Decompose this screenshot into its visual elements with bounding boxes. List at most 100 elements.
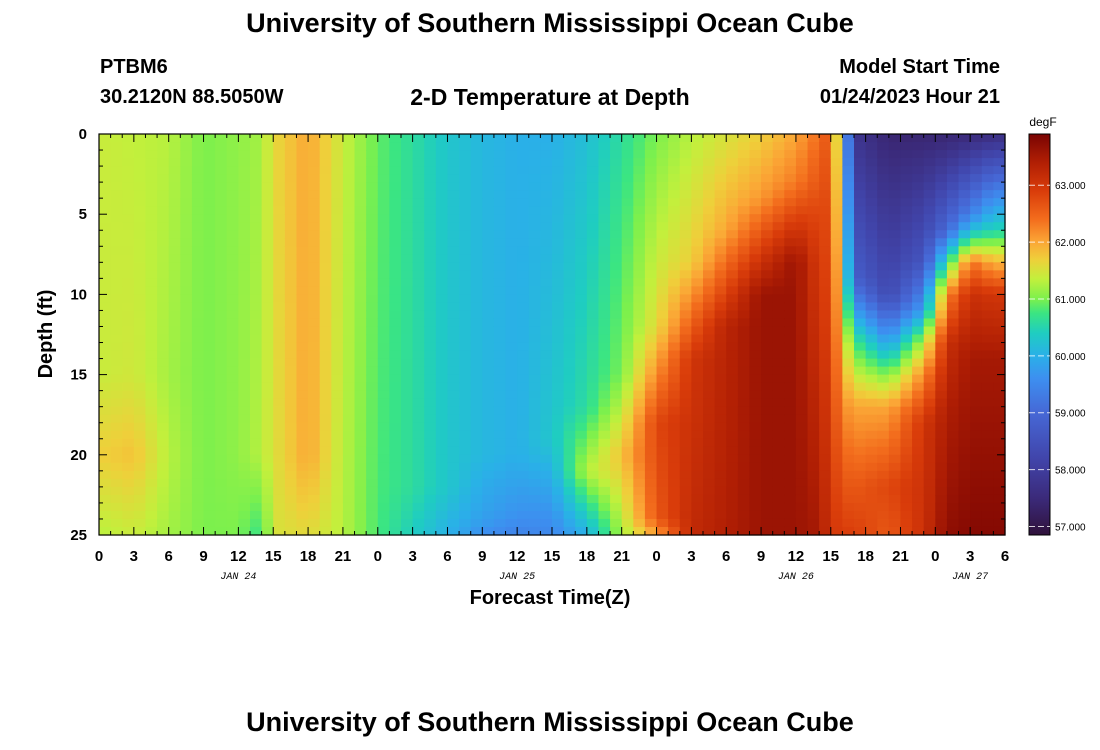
heatmap-cell: [145, 478, 158, 488]
heatmap-cell: [726, 238, 739, 247]
heatmap-cell: [621, 222, 634, 231]
heatmap-cell: [366, 510, 379, 520]
heatmap-cell: [877, 294, 890, 304]
heatmap-cell: [877, 302, 890, 312]
heatmap-cell: [749, 238, 762, 247]
colorbar-tick-label: 63.000: [1055, 181, 1086, 192]
heatmap-cell: [598, 262, 611, 271]
heatmap-cell: [795, 382, 809, 392]
heatmap-cell: [830, 406, 843, 416]
heatmap-cell: [459, 246, 472, 255]
heatmap-cell: [133, 262, 147, 271]
heatmap-cell: [586, 254, 600, 263]
heatmap-cell: [203, 270, 216, 279]
heatmap-cell: [389, 326, 402, 336]
heatmap-cell: [203, 302, 216, 312]
heatmap-cell: [99, 134, 112, 143]
heatmap-cell: [203, 174, 216, 183]
heatmap-cell: [633, 158, 646, 167]
heatmap-cell: [807, 278, 820, 287]
heatmap-cell: [958, 166, 971, 175]
heatmap-cell: [656, 214, 669, 223]
heatmap-cell: [772, 262, 785, 271]
heatmap-cell: [877, 478, 890, 488]
heatmap-cell: [528, 462, 541, 472]
heatmap-cell: [180, 446, 193, 456]
heatmap-cell: [540, 358, 553, 368]
heatmap-cell: [540, 446, 553, 456]
heatmap-cell: [435, 486, 449, 496]
heatmap-cell: [621, 406, 634, 416]
heatmap-cell: [377, 518, 390, 528]
heatmap-cell: [157, 446, 170, 456]
heatmap-cell: [761, 390, 774, 400]
heatmap-cell: [865, 390, 878, 400]
heatmap-cell: [668, 518, 681, 528]
heatmap-cell: [157, 238, 170, 247]
heatmap-cell: [342, 310, 356, 320]
heatmap-cell: [598, 326, 611, 336]
heatmap-cell: [203, 190, 216, 199]
heatmap-cell: [761, 478, 774, 488]
heatmap-cell: [424, 350, 437, 360]
heatmap-cell: [99, 390, 112, 400]
heatmap-cell: [912, 518, 925, 528]
heatmap-cell: [819, 502, 832, 512]
heatmap-cell: [331, 518, 344, 528]
heatmap-cell: [133, 158, 147, 167]
heatmap-cell: [935, 430, 948, 440]
heatmap-cell: [226, 454, 239, 464]
heatmap-cell: [923, 206, 936, 215]
heatmap-cell: [703, 262, 716, 271]
heatmap-cell: [877, 206, 890, 215]
heatmap-cell: [854, 478, 867, 488]
heatmap-cell: [621, 374, 634, 384]
heatmap-cell: [505, 446, 518, 456]
heatmap-cell: [389, 518, 402, 528]
heatmap-cell: [180, 510, 193, 520]
heatmap-cell: [308, 374, 321, 384]
heatmap-cell: [505, 462, 518, 472]
heatmap-cell: [644, 198, 658, 207]
heatmap-cell: [656, 174, 669, 183]
heatmap-cell: [888, 374, 902, 384]
heatmap-cell: [830, 502, 843, 512]
heatmap-cell: [308, 318, 321, 328]
heatmap-cell: [958, 326, 971, 336]
heatmap-cell: [528, 214, 541, 223]
heatmap-cell: [470, 486, 483, 496]
heatmap-cell: [401, 374, 414, 384]
heatmap-cell: [621, 470, 634, 480]
heatmap-cell: [284, 414, 298, 424]
heatmap-cell: [122, 526, 135, 536]
heatmap-cell: [714, 198, 727, 207]
heatmap-cell: [319, 174, 332, 183]
heatmap-cell: [424, 374, 437, 384]
heatmap-cell: [377, 134, 390, 143]
heatmap-cell: [900, 478, 913, 488]
heatmap-cell: [354, 318, 367, 328]
heatmap-cell: [168, 446, 181, 456]
heatmap-cell: [946, 262, 960, 271]
heatmap-cell: [703, 134, 716, 143]
heatmap-cell: [308, 430, 321, 440]
x-tick-label: 0: [652, 548, 660, 565]
heatmap-cell: [946, 326, 960, 336]
heatmap-cell: [993, 302, 1006, 312]
heatmap-cell: [610, 350, 623, 360]
heatmap-cell: [703, 182, 716, 191]
heatmap-cell: [714, 462, 727, 472]
heatmap-cell: [772, 310, 785, 320]
heatmap-cell: [133, 446, 147, 456]
heatmap-cell: [273, 238, 286, 247]
heatmap-cell: [679, 334, 692, 344]
heatmap-cell: [180, 494, 193, 504]
heatmap-cell: [807, 246, 820, 255]
heatmap-cell: [180, 414, 193, 424]
heatmap-cell: [424, 158, 437, 167]
heatmap-cell: [900, 494, 913, 504]
heatmap-cell: [819, 142, 832, 151]
heatmap-cell: [854, 510, 867, 520]
heatmap-cell: [424, 278, 437, 287]
heatmap-cell: [621, 334, 634, 344]
